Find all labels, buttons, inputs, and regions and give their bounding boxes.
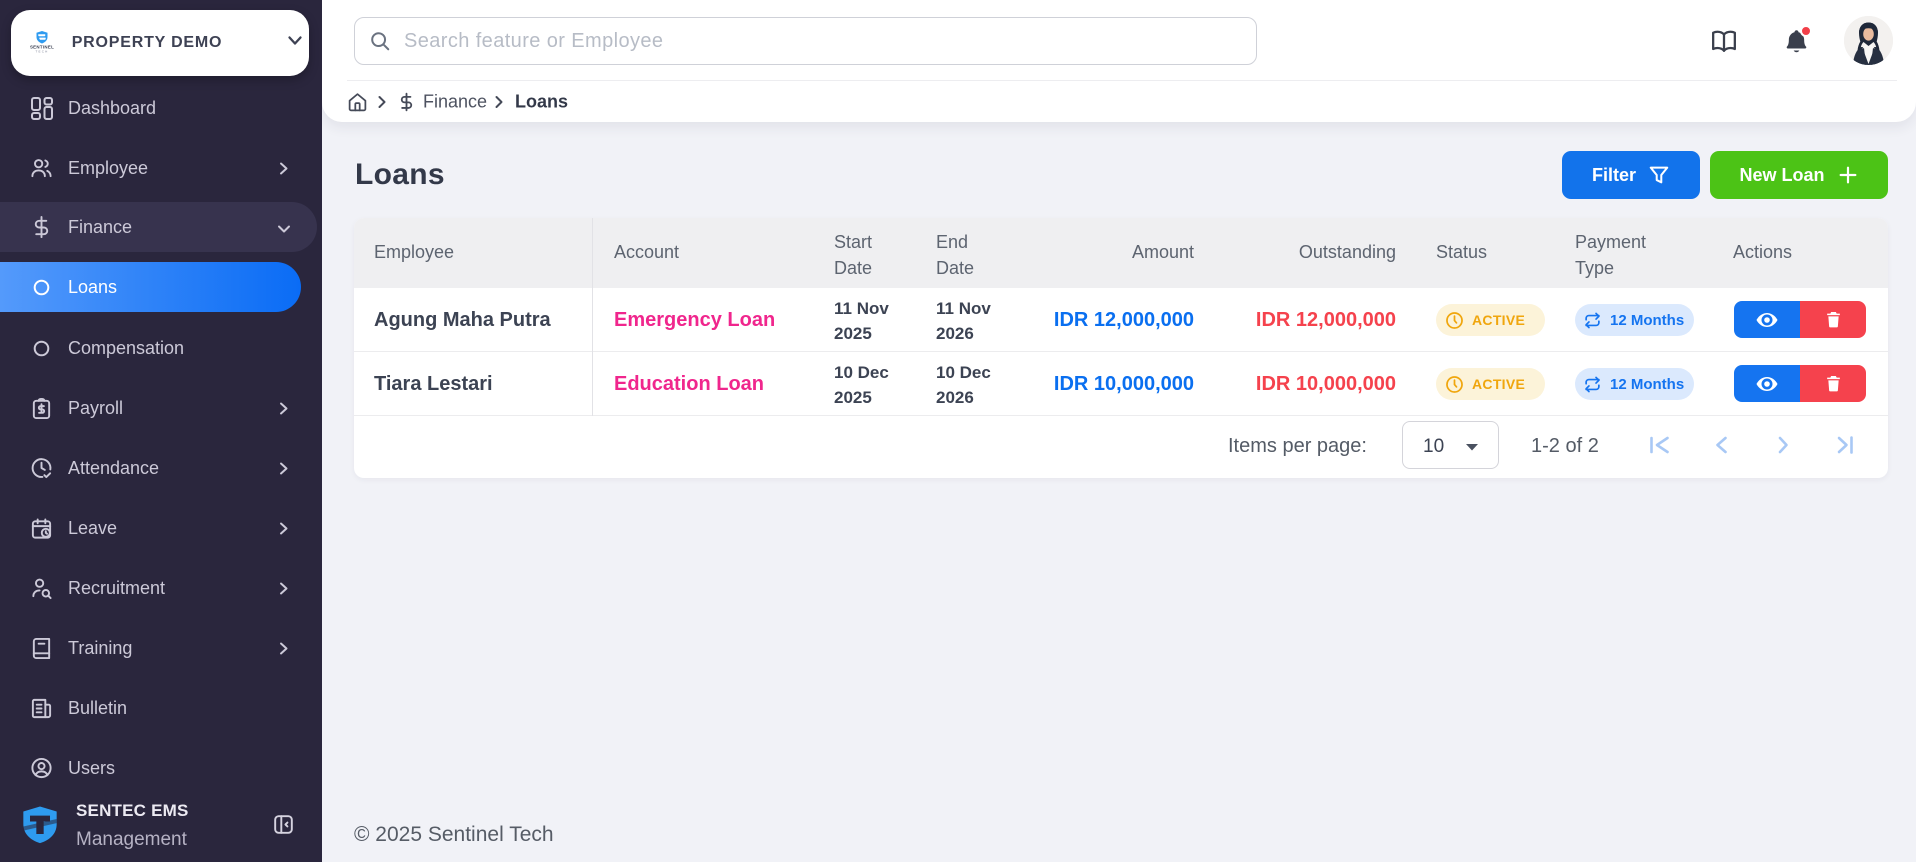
svg-text:TECH: TECH (36, 49, 49, 53)
svg-text:SENTINEL: SENTINEL (30, 45, 54, 50)
